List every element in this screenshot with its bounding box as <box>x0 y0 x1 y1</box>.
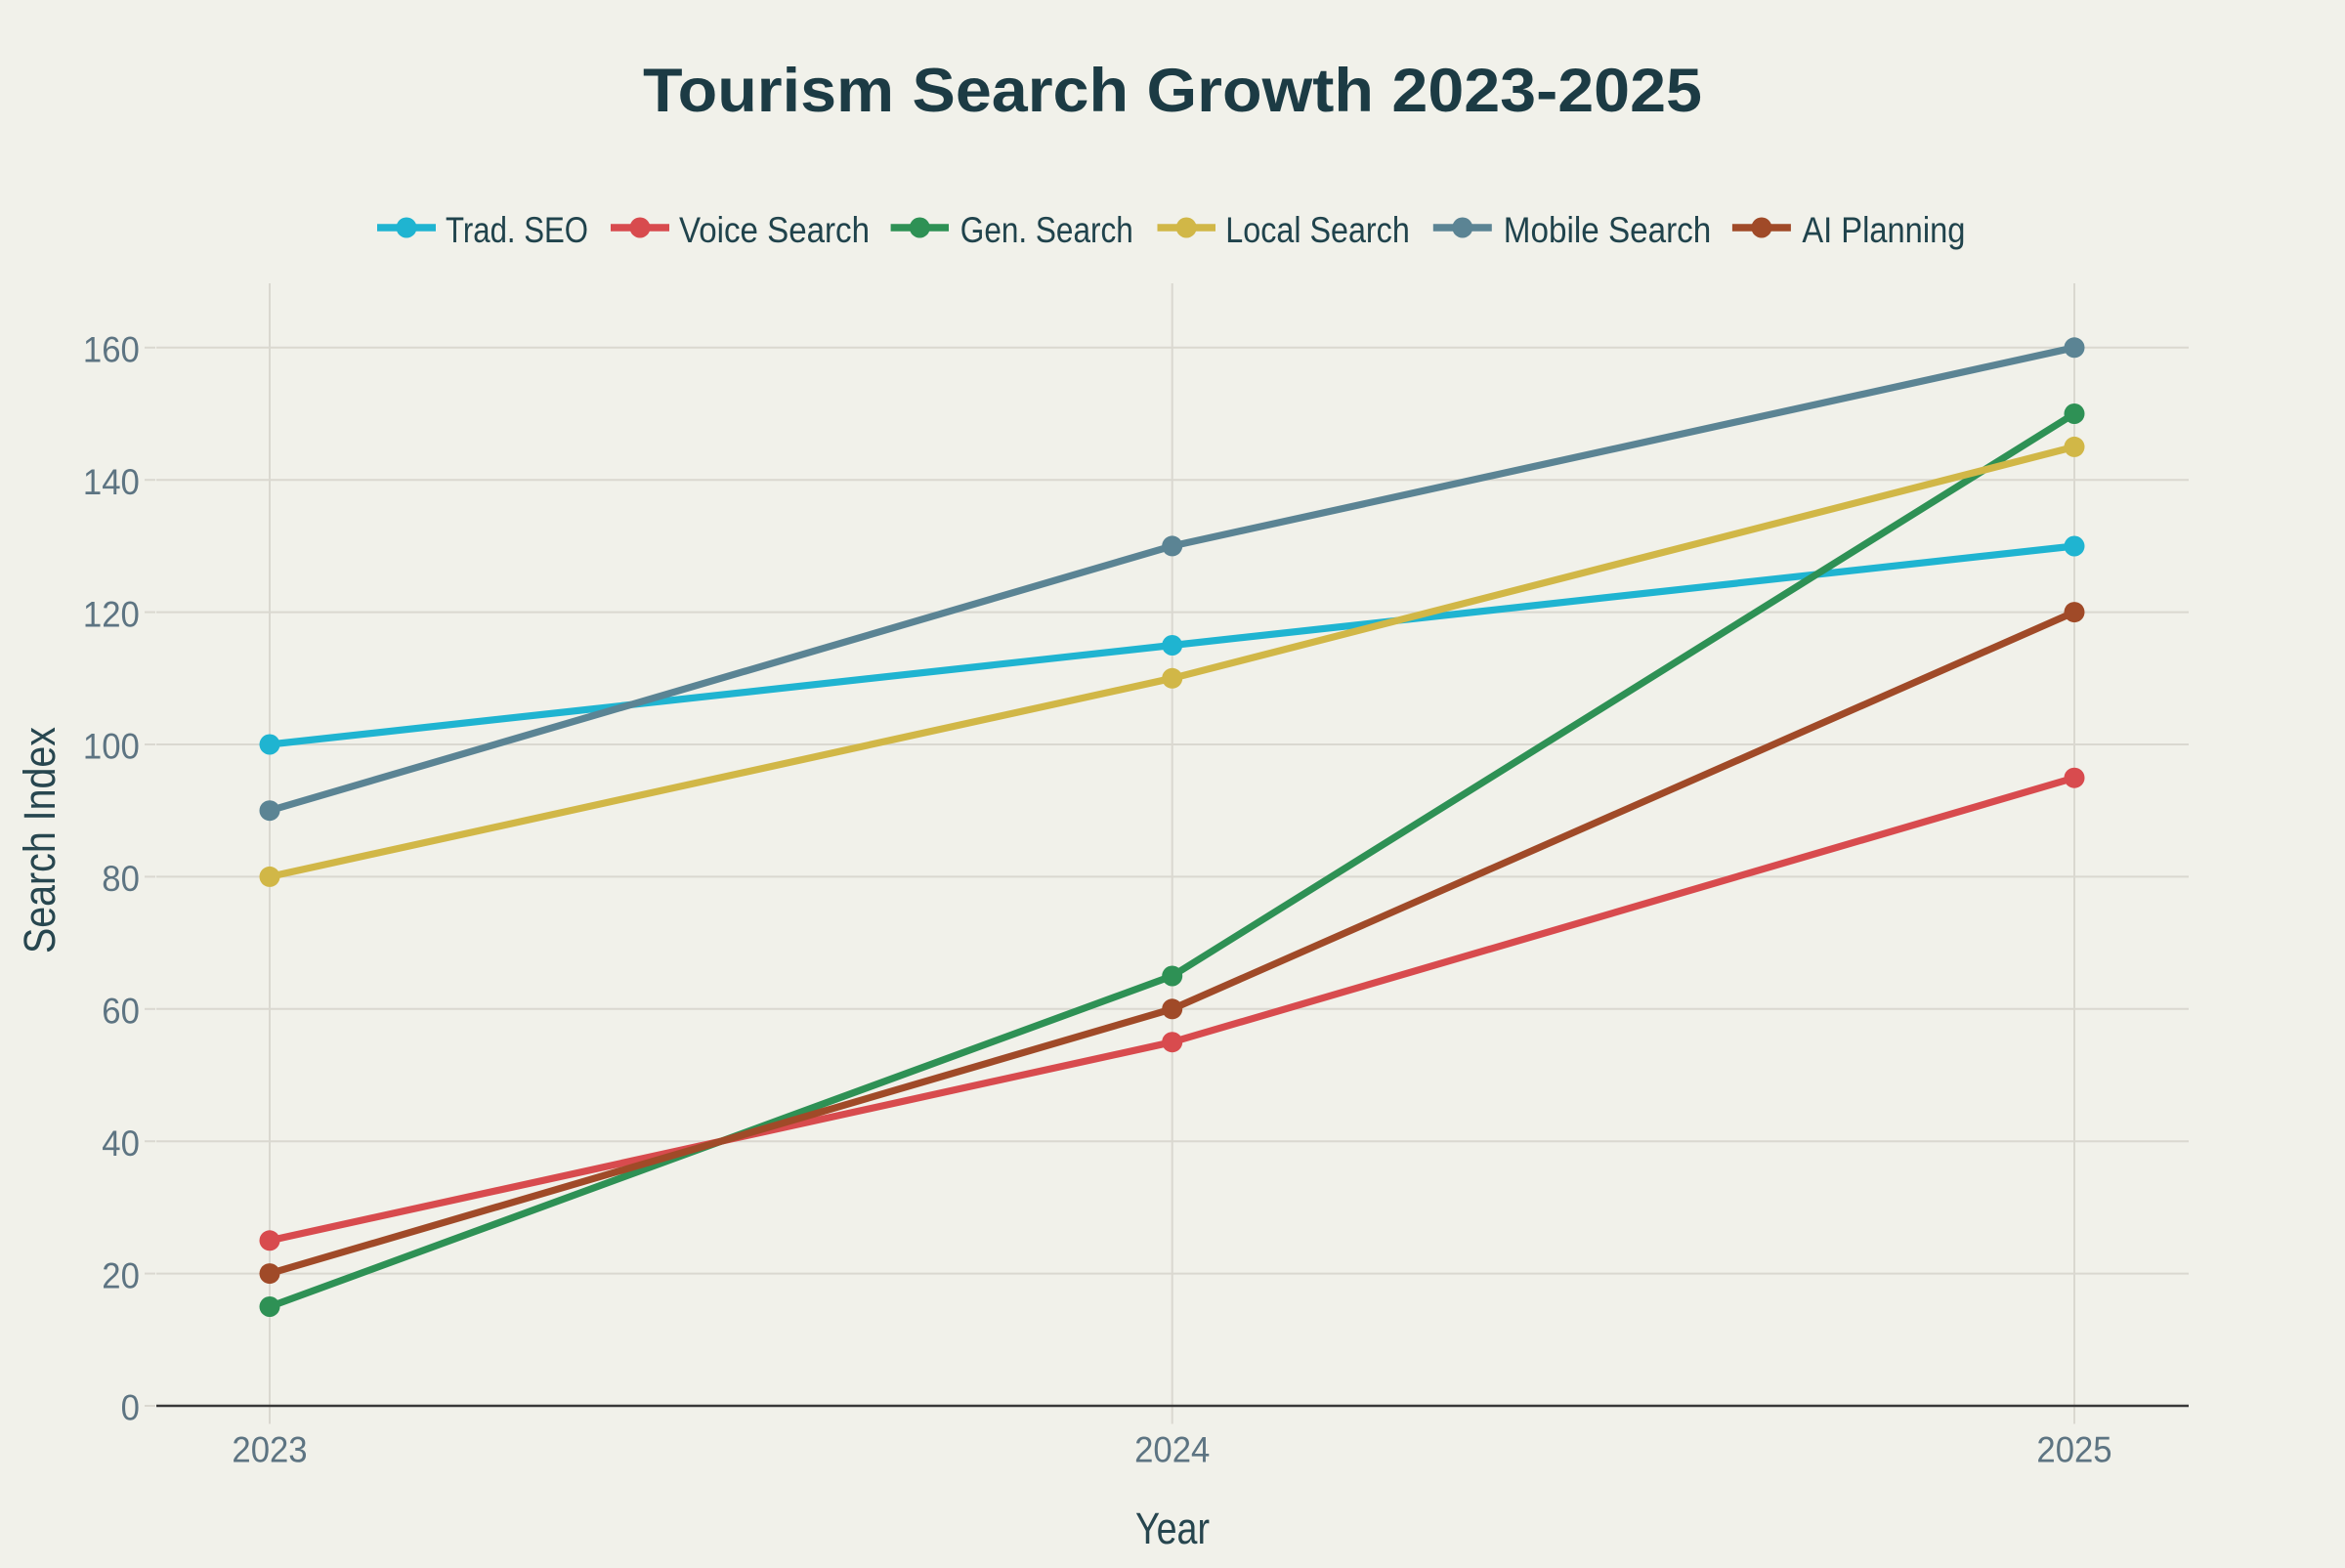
svg-text:Search Index: Search Index <box>15 727 64 954</box>
svg-text:2025: 2025 <box>2036 1430 2111 1470</box>
svg-text:20: 20 <box>102 1255 140 1295</box>
svg-text:40: 40 <box>102 1123 140 1164</box>
svg-text:120: 120 <box>83 594 140 634</box>
svg-text:160: 160 <box>83 330 140 370</box>
svg-text:2023: 2023 <box>232 1430 307 1470</box>
svg-text:140: 140 <box>83 462 140 502</box>
svg-text:AI Planning: AI Planning <box>1802 210 1965 250</box>
svg-text:0: 0 <box>121 1388 140 1428</box>
svg-text:Tourism Search Growth 2023-202: Tourism Search Growth 2023-2025 <box>643 57 1702 125</box>
svg-text:Mobile Search: Mobile Search <box>1504 210 1712 250</box>
svg-text:Gen. Search: Gen. Search <box>960 210 1133 250</box>
svg-text:Year: Year <box>1135 1504 1210 1553</box>
svg-text:80: 80 <box>102 859 140 899</box>
svg-text:Trad. SEO: Trad. SEO <box>446 210 588 250</box>
svg-text:2024: 2024 <box>1134 1430 1210 1470</box>
svg-text:100: 100 <box>83 727 140 767</box>
svg-text:60: 60 <box>102 992 140 1032</box>
svg-text:Voice Search: Voice Search <box>679 210 870 250</box>
svg-text:Local Search: Local Search <box>1225 210 1410 250</box>
